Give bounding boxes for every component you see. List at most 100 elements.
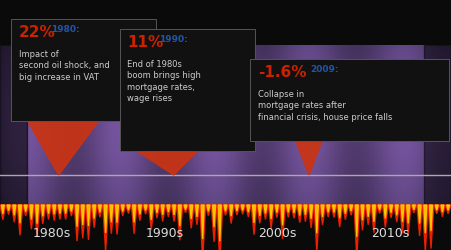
Polygon shape (285, 205, 291, 217)
Polygon shape (395, 205, 398, 215)
Polygon shape (173, 205, 175, 215)
Polygon shape (247, 205, 250, 212)
Polygon shape (298, 205, 301, 216)
Polygon shape (315, 205, 318, 233)
Polygon shape (70, 205, 73, 212)
Polygon shape (257, 205, 262, 223)
Polygon shape (331, 205, 337, 218)
Polygon shape (281, 205, 284, 225)
Polygon shape (135, 150, 198, 175)
Polygon shape (218, 205, 221, 241)
Polygon shape (365, 205, 371, 225)
Polygon shape (441, 205, 444, 212)
Polygon shape (348, 205, 354, 215)
Polygon shape (230, 205, 233, 216)
Polygon shape (97, 205, 103, 217)
Polygon shape (435, 205, 438, 210)
Text: 2009:: 2009: (310, 65, 338, 74)
Polygon shape (53, 205, 56, 214)
Polygon shape (297, 205, 303, 223)
Polygon shape (350, 205, 353, 211)
Polygon shape (228, 205, 234, 224)
Polygon shape (223, 205, 228, 216)
Polygon shape (161, 205, 164, 215)
Polygon shape (428, 205, 434, 248)
Polygon shape (201, 205, 204, 239)
Polygon shape (206, 205, 211, 216)
Polygon shape (338, 205, 341, 218)
Polygon shape (160, 205, 166, 222)
Polygon shape (74, 205, 80, 241)
Polygon shape (264, 205, 267, 214)
Polygon shape (190, 205, 193, 219)
Polygon shape (378, 205, 381, 210)
FancyBboxPatch shape (11, 19, 156, 121)
Polygon shape (361, 205, 364, 220)
Polygon shape (120, 205, 125, 216)
Polygon shape (184, 205, 187, 210)
Text: 1990s: 1990s (146, 227, 184, 240)
Text: End of 1980s
boom brings high
mortgage rates,
wage rises: End of 1980s boom brings high mortgage r… (127, 60, 201, 103)
Polygon shape (212, 205, 216, 227)
Polygon shape (400, 205, 405, 234)
Polygon shape (200, 205, 206, 250)
Polygon shape (1, 205, 5, 214)
Polygon shape (268, 205, 274, 228)
Polygon shape (11, 205, 17, 222)
Polygon shape (327, 205, 330, 212)
Polygon shape (47, 205, 50, 214)
Polygon shape (354, 205, 359, 250)
Polygon shape (367, 205, 370, 217)
Polygon shape (388, 205, 394, 218)
Text: 11%: 11% (127, 35, 163, 50)
Polygon shape (245, 205, 251, 217)
Polygon shape (24, 205, 27, 212)
Polygon shape (80, 205, 86, 238)
Polygon shape (41, 205, 44, 216)
Polygon shape (276, 205, 278, 212)
Polygon shape (234, 205, 240, 215)
Polygon shape (251, 205, 257, 235)
Text: 2000s: 2000s (258, 227, 297, 240)
Polygon shape (445, 205, 451, 214)
Polygon shape (63, 205, 69, 220)
Polygon shape (28, 205, 34, 229)
FancyBboxPatch shape (250, 59, 449, 141)
Polygon shape (240, 205, 245, 214)
Polygon shape (429, 205, 433, 231)
Polygon shape (143, 205, 148, 214)
Polygon shape (137, 205, 143, 221)
Polygon shape (417, 205, 423, 236)
Polygon shape (57, 205, 63, 220)
Polygon shape (258, 205, 261, 216)
Polygon shape (156, 205, 158, 213)
Polygon shape (30, 205, 33, 220)
Polygon shape (178, 205, 181, 226)
Polygon shape (394, 205, 400, 222)
Polygon shape (371, 205, 377, 233)
Polygon shape (412, 205, 415, 210)
Polygon shape (217, 205, 223, 250)
Text: 2010s: 2010s (371, 227, 409, 240)
Polygon shape (125, 205, 131, 214)
Polygon shape (293, 205, 295, 213)
Polygon shape (6, 205, 11, 214)
Polygon shape (36, 205, 39, 224)
Polygon shape (390, 205, 392, 213)
Polygon shape (310, 205, 313, 219)
Text: 1980:: 1980: (51, 25, 79, 34)
Polygon shape (344, 205, 347, 214)
Polygon shape (411, 205, 417, 213)
Polygon shape (121, 205, 124, 212)
Polygon shape (93, 205, 96, 218)
Polygon shape (7, 205, 10, 211)
Polygon shape (424, 205, 427, 233)
Polygon shape (183, 205, 189, 213)
Polygon shape (287, 205, 290, 212)
Polygon shape (69, 205, 74, 216)
Polygon shape (359, 205, 365, 231)
Polygon shape (270, 205, 273, 219)
Polygon shape (154, 205, 160, 218)
Polygon shape (418, 205, 421, 224)
Polygon shape (167, 205, 170, 212)
